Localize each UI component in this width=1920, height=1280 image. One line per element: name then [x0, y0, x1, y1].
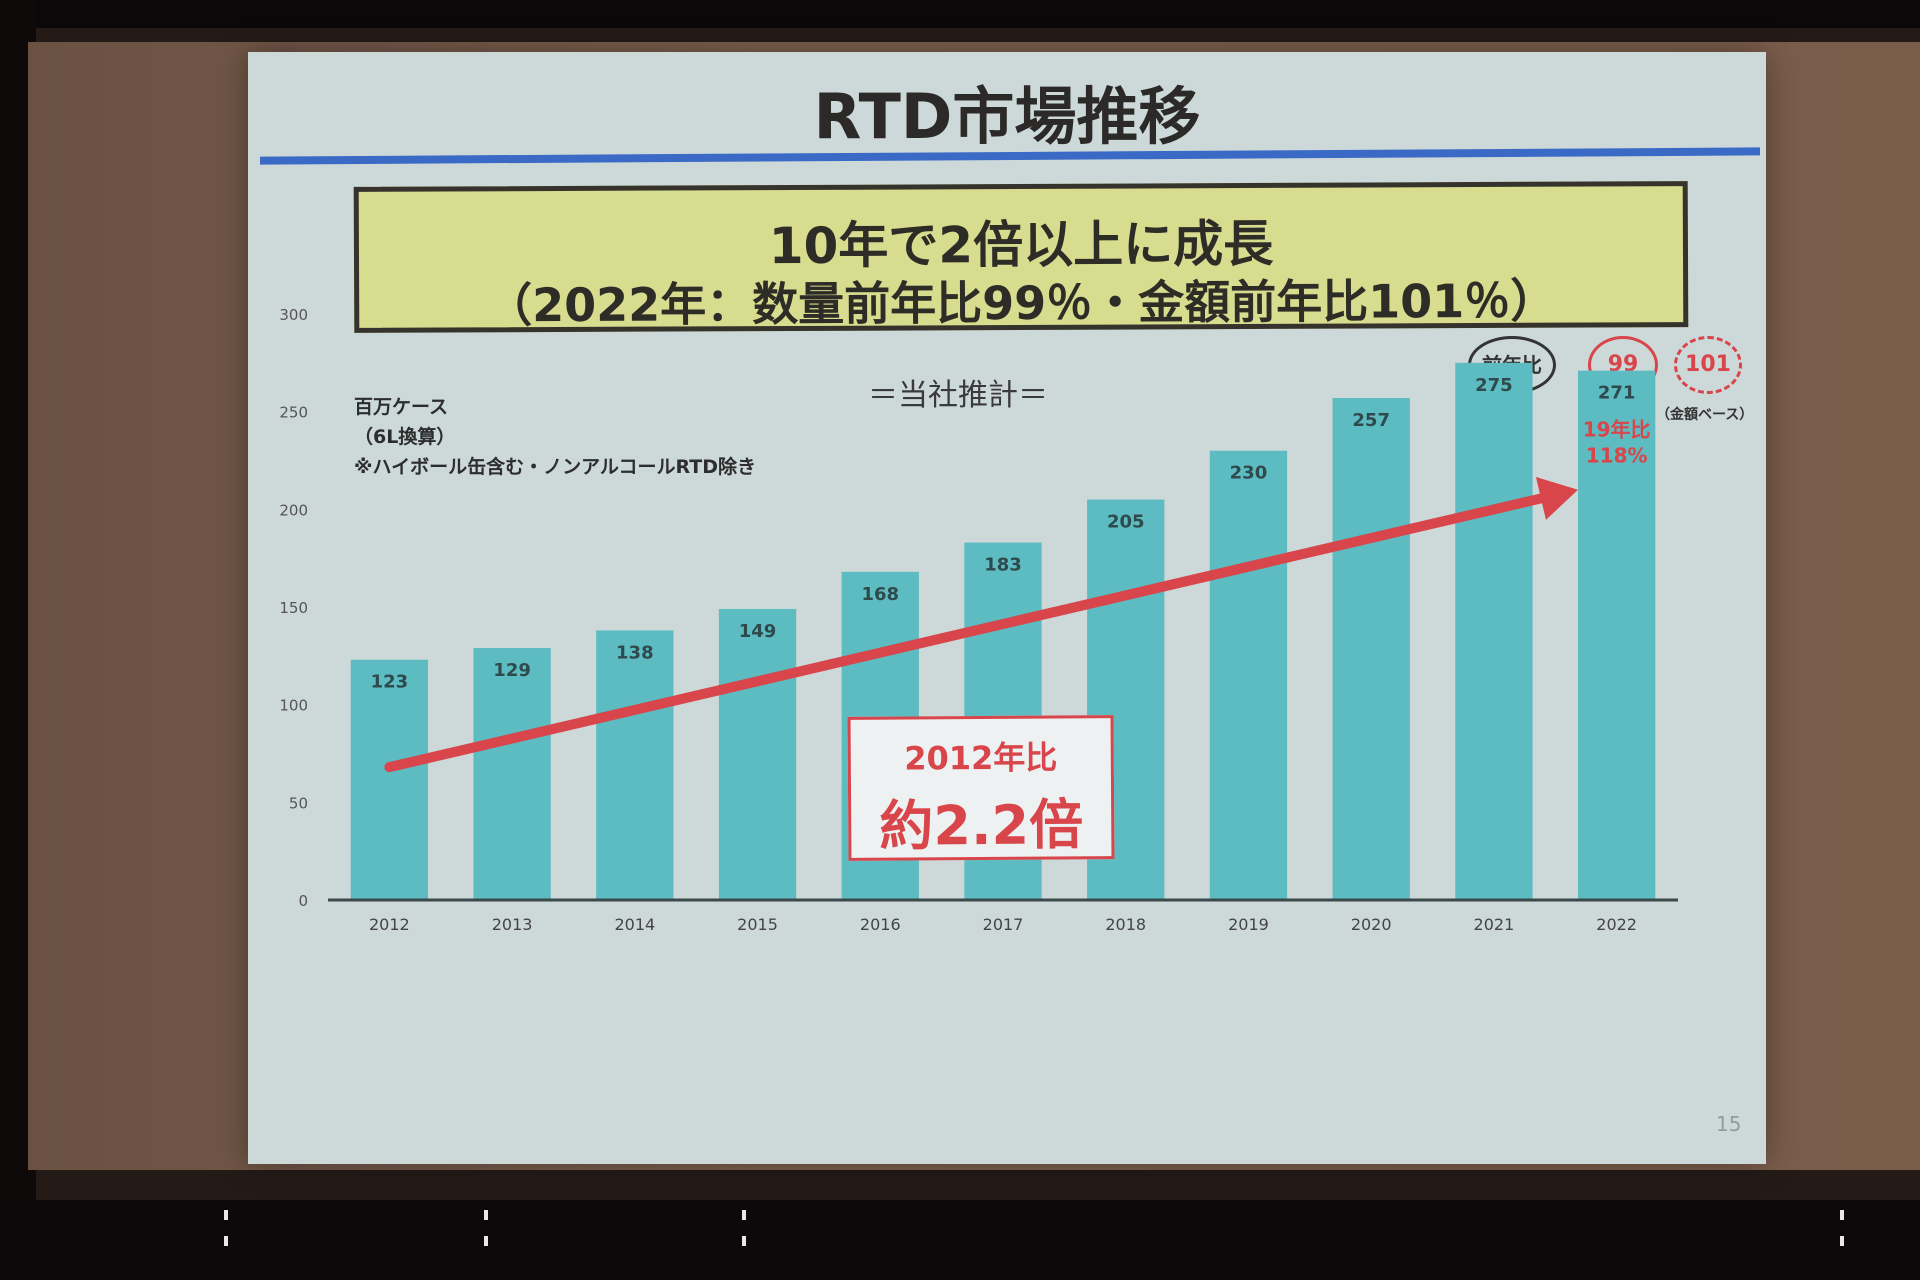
amount-basis-label: （金額ベース） [1656, 407, 1754, 423]
bar-value-label: 275 [1475, 375, 1513, 396]
x-tick-label: 2012 [369, 915, 410, 934]
bar [1455, 362, 1533, 900]
bar [718, 608, 797, 900]
growth-callout: 2012年比 約2.2倍 [847, 715, 1115, 861]
x-tick-label: 2020 [1351, 915, 1392, 934]
callout-line1: 2012年比 [904, 738, 1058, 778]
x-tick-label: 2016 [860, 915, 901, 934]
bar-value-label: 149 [739, 621, 777, 642]
trend-arrow-head [1535, 477, 1578, 520]
bar [473, 648, 551, 900]
bar [1209, 450, 1288, 900]
bottom-strip [0, 1200, 1920, 1280]
bar-value-label: 129 [493, 660, 531, 681]
bar-value-label: 168 [861, 584, 899, 605]
unit-line: ※ハイボール缶含む・ノンアルコールRTD除き [354, 456, 757, 478]
y-tick-label: 250 [279, 404, 308, 422]
slide-title: RTD市場推移 [813, 80, 1201, 153]
bar-value-label: 271 [1598, 383, 1636, 404]
y-tick-label: 150 [279, 599, 308, 617]
light-dot [742, 1210, 746, 1220]
y-tick-label: 100 [279, 697, 308, 715]
room-ceiling [0, 0, 1920, 28]
bar-chart: 0 50 100 150 200 250 300 123 2012 129 2013 138 2014 1… [279, 306, 1678, 934]
light-dot [224, 1210, 228, 1220]
x-tick-label: 2018 [1105, 915, 1146, 934]
light-dot [1840, 1210, 1844, 1220]
light-dot [742, 1236, 746, 1246]
light-dot [1840, 1236, 1844, 1246]
unit-line: 百万ケース [354, 396, 449, 418]
yoy-amount-badge: 101 [1674, 336, 1742, 394]
x-tick-label: 2013 [492, 915, 533, 934]
page-number: 15 [1716, 1112, 1742, 1136]
bar [596, 630, 674, 900]
light-dot [224, 1236, 228, 1246]
callout-line2: 約2.2倍 [879, 793, 1084, 858]
trend-arrow-line [384, 493, 1546, 773]
bar-value-label: 123 [371, 672, 409, 693]
bar [350, 659, 429, 900]
bar-value-label: 138 [616, 642, 654, 663]
bar-value-label: 230 [1230, 463, 1268, 484]
bar-note-line1: 19年比 [1583, 418, 1651, 442]
x-tick-label: 2017 [983, 915, 1024, 934]
x-tick-label: 2021 [1474, 915, 1515, 934]
unit-note: 百万ケース （6L換算） ※ハイボール缶含む・ノンアルコールRTD除き [354, 392, 756, 482]
light-dot [484, 1236, 488, 1246]
x-tick-label: 2015 [737, 915, 778, 934]
bar-value-label: 257 [1352, 410, 1390, 431]
x-tick-label: 2014 [614, 915, 655, 934]
y-tick-label: 300 [279, 306, 308, 324]
x-tick-label: 2022 [1596, 915, 1637, 934]
bar-value-label: 205 [1107, 512, 1145, 533]
bar [1577, 370, 1656, 900]
bar-value-label: 183 [984, 555, 1022, 576]
light-dot [484, 1210, 488, 1220]
y-tick-label: 200 [279, 501, 308, 519]
y-tick-label: 0 [298, 892, 308, 910]
presentation-slide: RTD市場推移 10年で2倍以上に成長 （2022年：数量前年比99％・金額前年… [248, 52, 1766, 1164]
y-tick-label: 50 [289, 794, 308, 812]
estimate-label: ＝当社推計＝ [868, 378, 1048, 413]
unit-line: （6L換算） [354, 426, 456, 448]
x-tick-label: 2019 [1228, 915, 1269, 934]
bar [1332, 397, 1410, 900]
bar-note-line2: 118% [1586, 444, 1648, 468]
